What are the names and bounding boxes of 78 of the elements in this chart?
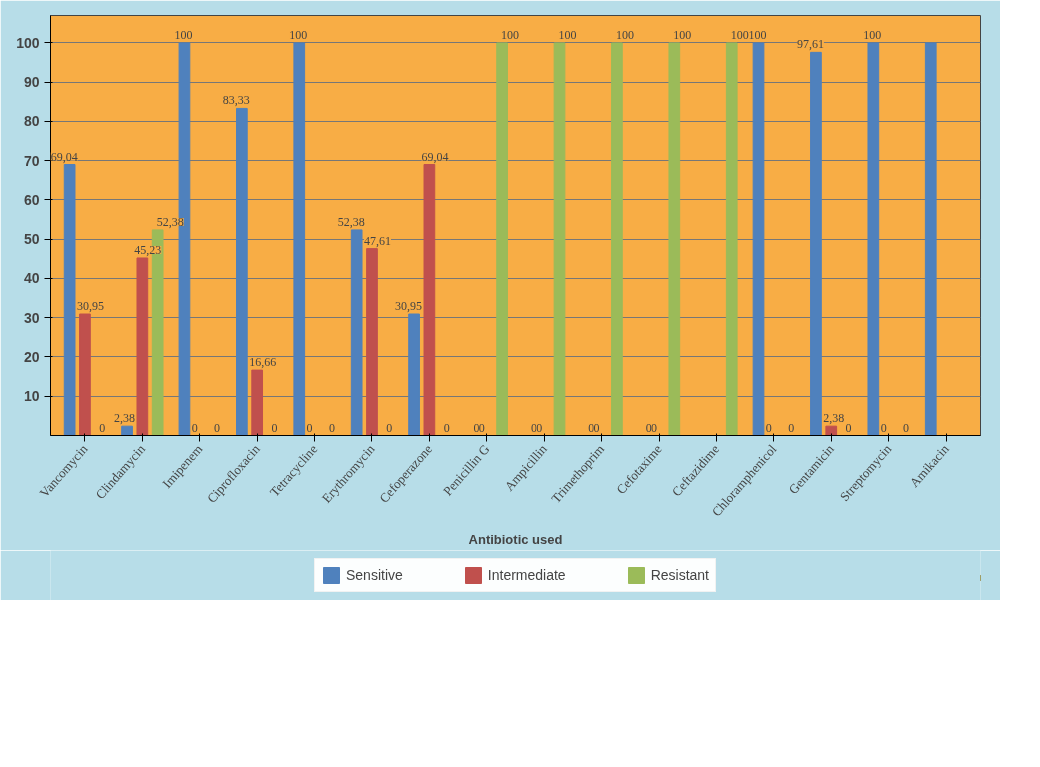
- legend-label: Sensitive: [346, 567, 403, 583]
- data-label: 52,38: [337, 214, 365, 229]
- bar: [136, 257, 149, 436]
- bar: [668, 42, 681, 436]
- data-label: 83,33: [222, 93, 250, 108]
- data-label: 69,04: [50, 149, 78, 164]
- data-label: 100: [501, 27, 520, 42]
- bar: [553, 42, 566, 436]
- data-label: 0: [191, 420, 198, 435]
- data-label: 0: [443, 420, 450, 435]
- data-label: 0: [588, 420, 595, 435]
- y-tick-label: 100: [16, 34, 40, 51]
- data-label: 100: [730, 27, 749, 42]
- bar: [867, 42, 880, 436]
- bar: [236, 107, 248, 436]
- data-label: 100: [289, 27, 308, 42]
- data-label: 100: [615, 27, 634, 42]
- data-label: 0: [271, 420, 278, 435]
- data-label: 52,38: [156, 214, 184, 229]
- data-label: 100: [748, 27, 767, 42]
- data-label: 47,61: [363, 233, 391, 248]
- bar: [350, 229, 363, 436]
- data-label: 0: [536, 420, 543, 435]
- bar: [810, 51, 822, 436]
- y-tick-label: 20: [23, 349, 40, 365]
- data-label: 0: [473, 420, 480, 435]
- data-label: 0: [651, 420, 658, 435]
- data-label: 30,95: [395, 299, 423, 314]
- bar: [725, 42, 738, 436]
- data-label: 0: [306, 420, 313, 435]
- data-label: 0: [645, 420, 652, 435]
- data-label: 100: [863, 27, 882, 42]
- data-label: 0: [765, 420, 772, 435]
- bar: [496, 42, 508, 436]
- bar: [752, 42, 765, 436]
- data-label: 30,95: [76, 299, 104, 314]
- data-label: 2,38: [823, 411, 845, 426]
- bar: [423, 164, 436, 436]
- data-label: 100: [174, 27, 193, 42]
- y-tick-label: 40: [23, 270, 40, 287]
- y-tick-label: 80: [23, 113, 40, 130]
- y-tick-label: 90: [23, 74, 40, 91]
- bar: [408, 313, 420, 436]
- legend-label: Resistant: [650, 567, 709, 583]
- data-label: 0: [788, 420, 795, 435]
- data-label: 0: [593, 420, 600, 435]
- x-axis-title: Antibiotic used: [468, 532, 563, 548]
- y-tick-label: 70: [23, 152, 40, 169]
- bar: [924, 42, 937, 436]
- data-label: 0: [386, 420, 393, 435]
- data-label: 0: [99, 420, 106, 435]
- data-label: 0: [845, 420, 852, 435]
- y-tick-label: 30: [23, 309, 40, 326]
- data-label: 2,38: [114, 411, 136, 426]
- data-label: 100: [558, 27, 577, 42]
- y-tick-label: 60: [23, 191, 40, 208]
- data-label: 45,23: [134, 242, 162, 257]
- bar: [825, 425, 838, 436]
- y-tick-label: 50: [23, 231, 40, 248]
- bar: [251, 369, 264, 436]
- data-label: 0: [214, 420, 221, 435]
- data-label: 69,04: [421, 149, 449, 164]
- bar: [63, 164, 76, 436]
- data-label: 97,61: [796, 37, 824, 52]
- data-label: 100: [673, 27, 692, 42]
- y-tick-label: 10: [23, 388, 40, 405]
- data-label: 0: [478, 420, 485, 435]
- bar: [121, 425, 133, 436]
- data-label: 0: [530, 420, 537, 435]
- bar: [293, 42, 306, 436]
- bar: [366, 248, 378, 436]
- data-label: 16,66: [249, 355, 277, 370]
- data-label: 0: [902, 420, 909, 435]
- bar: [79, 313, 91, 436]
- bar: [611, 42, 623, 436]
- data-label: 0: [880, 420, 887, 435]
- legend-label: Intermediate: [487, 567, 566, 583]
- data-label: 0: [328, 420, 335, 435]
